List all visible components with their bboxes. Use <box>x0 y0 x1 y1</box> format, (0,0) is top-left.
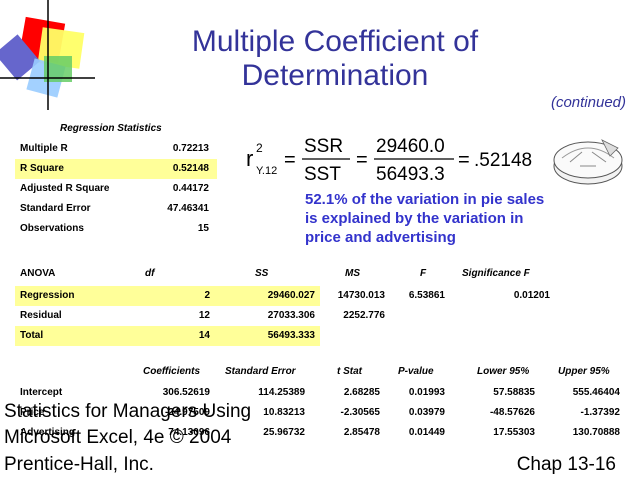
formula-eq3: = <box>458 149 470 171</box>
coef-cell: Advertising <box>20 427 76 438</box>
anova-cell: 12 <box>198 310 210 321</box>
anova-row-regression: Regression 2 29460.027 14730.013 6.53861… <box>15 286 615 306</box>
anova-cell: 14 <box>198 330 210 341</box>
footer-line2: Microsoft Excel, 4e © 2004 <box>4 427 232 448</box>
coef-cell: 57.58835 <box>493 387 535 398</box>
coef-cell: Price <box>20 407 45 418</box>
formula-result: .52148 <box>474 150 532 171</box>
footer-line1: Statistics for Managers Using <box>4 401 252 422</box>
stat-row-observations: Observations 15 <box>15 219 217 239</box>
coef-cell: 2.68285 <box>343 387 380 398</box>
formula-den-val: 56493.3 <box>376 164 445 185</box>
coef-cell: 130.70888 <box>572 427 620 438</box>
explanation-line2: is explained by the variation in <box>305 210 524 227</box>
stat-label: Standard Error <box>20 203 91 214</box>
stat-row-multiple-r: Multiple R 0.72213 <box>15 139 217 159</box>
anova-cell: 0.01201 <box>513 290 550 301</box>
stat-value: 15 <box>197 223 209 234</box>
coef-cell: 0.03979 <box>408 407 445 418</box>
stat-row-adjusted-r-square: Adjusted R Square 0.44172 <box>15 179 217 199</box>
coef-row-advertising: Advertising 74.13096 25.96732 2.85478 0.… <box>15 423 625 443</box>
decorative-squares-logo <box>0 0 95 110</box>
formula-sub: Y.12 <box>256 165 277 177</box>
anova-cell: Residual <box>20 310 62 321</box>
coef-row-price: Price -24.97509 10.83213 -2.30565 0.0397… <box>15 403 625 423</box>
stat-label: Adjusted R Square <box>20 183 110 194</box>
anova-cell: 14730.013 <box>337 290 385 301</box>
coef-cell: 0.01993 <box>408 387 445 398</box>
stat-value: 0.72213 <box>172 143 209 154</box>
coef-cell: Intercept <box>20 387 63 398</box>
stat-value: 0.52148 <box>172 163 209 174</box>
anova-col-significance-f: Significance F <box>462 268 530 279</box>
anova-cell: 29460.027 <box>267 290 315 301</box>
stat-row-r-square: R Square 0.52148 <box>15 159 217 179</box>
anova-title: ANOVA <box>20 268 56 279</box>
coef-cell: 10.83213 <box>263 407 305 418</box>
anova-col-f: F <box>420 268 427 279</box>
coef-cell: 17.55303 <box>493 427 535 438</box>
anova-cell: 2252.776 <box>343 310 385 321</box>
formula-r: r <box>246 146 253 171</box>
anova-col-df: df <box>145 268 155 279</box>
coef-cell: 555.46404 <box>572 387 620 398</box>
anova-cell: Regression <box>20 290 75 301</box>
coef-col-lower-95: Lower 95% <box>477 366 530 377</box>
formula-eq2: = <box>356 149 368 171</box>
formula-sup: 2 <box>256 141 263 155</box>
coef-cell: 74.13096 <box>168 427 210 438</box>
slide-title-line1: Multiple Coefficient of <box>191 25 479 58</box>
stat-value: 47.46341 <box>167 203 209 214</box>
anova-cell: 6.53861 <box>408 290 445 301</box>
pie-illustration <box>553 139 623 185</box>
stat-label: Multiple R <box>20 143 68 154</box>
r-squared-formula: r 2 Y.12 = SSR SST = 29460.0 56493.3 = .… <box>246 136 532 185</box>
footer-chapter: Chap 13-16 <box>516 454 616 475</box>
coef-col-p-value: P-value <box>398 366 434 377</box>
anova-cell: 2 <box>204 290 210 301</box>
coef-cell: -48.57626 <box>489 407 535 418</box>
coef-col-t-stat: t Stat <box>337 366 362 377</box>
formula-eq1: = <box>284 149 296 171</box>
explanation-line3: price and advertising <box>305 229 456 246</box>
anova-col-ss: SS <box>255 268 269 279</box>
stat-label: R Square <box>20 163 64 174</box>
continued-label: (continued) <box>550 94 626 111</box>
anova-cell: 27033.306 <box>267 310 315 321</box>
coef-row-intercept: Intercept 306.52619 114.25389 2.68285 0.… <box>15 383 625 403</box>
explanation-line1: 52.1% of the variation in pie sales <box>305 191 545 208</box>
coef-cell: 306.52619 <box>162 387 210 398</box>
formula-num: SSR <box>304 136 343 157</box>
anova-header-row: ANOVA df SS MS F Significance F <box>15 264 615 284</box>
footer-line3: Prentice-Hall, Inc. <box>4 454 154 475</box>
anova-row-total: Total 14 56493.333 <box>15 326 615 346</box>
coef-cell: 114.25389 <box>258 387 305 398</box>
anova-row-residual: Residual 12 27033.306 2252.776 <box>15 306 615 326</box>
explanation-text: 52.1% of the variation in pie sales is e… <box>305 190 605 247</box>
slide-title-line2: Determination <box>241 59 429 92</box>
coef-cell: -1.37392 <box>580 407 620 418</box>
anova-cell: 56493.333 <box>267 330 315 341</box>
stat-label: Observations <box>20 223 84 234</box>
coef-cell: 2.85478 <box>343 427 380 438</box>
anova-cell: Total <box>20 330 44 341</box>
coef-cell: -24.97509 <box>164 407 210 418</box>
formula-num-val: 29460.0 <box>376 136 445 157</box>
coef-col-coefficients: Coefficients <box>143 366 201 377</box>
coef-cell: -2.30565 <box>340 407 380 418</box>
coef-cell: 25.96732 <box>263 427 305 438</box>
coef-col-upper-95: Upper 95% <box>558 366 610 377</box>
regression-statistics-header: Regression Statistics <box>60 123 162 134</box>
stat-value: 0.44172 <box>172 183 209 194</box>
coefficients-header-row: Coefficients Standard Error t Stat P-val… <box>15 362 625 382</box>
coef-col-standard-error: Standard Error <box>225 366 296 377</box>
anova-col-ms: MS <box>345 268 360 279</box>
stat-row-standard-error: Standard Error 47.46341 <box>15 199 217 219</box>
formula-den: SST <box>304 164 341 185</box>
coef-cell: 0.01449 <box>408 427 445 438</box>
